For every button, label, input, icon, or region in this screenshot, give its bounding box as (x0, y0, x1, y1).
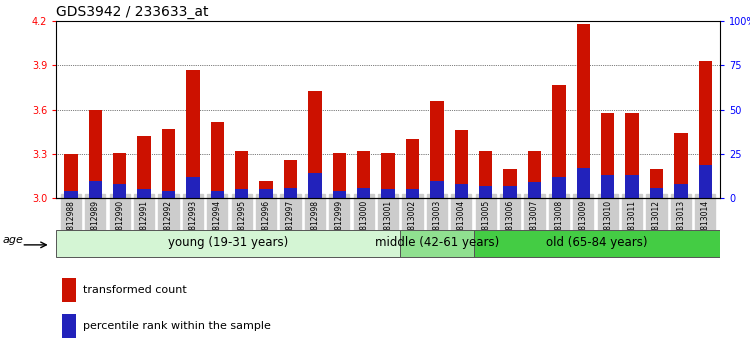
Bar (308, 173, 322, 198)
Bar (601, 113, 614, 198)
Bar (260, 181, 273, 198)
Bar (235, 189, 248, 198)
Bar (162, 191, 176, 198)
Bar (284, 188, 297, 198)
Bar (211, 121, 224, 198)
Bar (88, 181, 102, 198)
Bar (308, 91, 322, 198)
Bar (211, 191, 224, 198)
Bar (503, 169, 517, 198)
Bar (528, 182, 542, 198)
Text: age: age (3, 235, 24, 245)
Bar (577, 168, 590, 198)
Bar (284, 160, 297, 198)
Bar (503, 186, 517, 198)
Bar (699, 165, 712, 198)
Bar (479, 151, 493, 198)
Bar (186, 177, 200, 198)
Bar (64, 191, 77, 198)
Bar (650, 188, 663, 198)
Bar (382, 189, 394, 198)
Bar (88, 110, 102, 198)
Bar (382, 153, 394, 198)
Bar (260, 189, 273, 198)
Text: percentile rank within the sample: percentile rank within the sample (82, 321, 271, 331)
Bar (137, 136, 151, 198)
Bar (674, 133, 688, 198)
Bar (64, 154, 77, 198)
Text: young (19-31 years): young (19-31 years) (168, 236, 289, 249)
Bar (601, 175, 614, 198)
Bar (235, 151, 248, 198)
Bar (332, 153, 346, 198)
Bar (357, 151, 370, 198)
Bar (406, 189, 419, 198)
Bar (454, 184, 468, 198)
Bar (430, 181, 444, 198)
Bar (406, 139, 419, 198)
Bar (454, 130, 468, 198)
Bar (56, 230, 400, 257)
Text: GDS3942 / 233633_at: GDS3942 / 233633_at (56, 5, 208, 19)
Bar (699, 61, 712, 198)
Bar (552, 85, 566, 198)
Text: middle (42-61 years): middle (42-61 years) (375, 236, 500, 249)
Bar (528, 151, 542, 198)
Bar (113, 184, 127, 198)
Bar (479, 186, 493, 198)
Bar (357, 188, 370, 198)
Bar (674, 184, 688, 198)
Bar (626, 113, 639, 198)
Bar (62, 278, 76, 302)
Bar (400, 230, 474, 257)
Bar (186, 70, 200, 198)
Bar (162, 129, 176, 198)
Bar (430, 101, 444, 198)
Bar (552, 177, 566, 198)
Bar (626, 175, 639, 198)
Bar (137, 189, 151, 198)
Bar (577, 24, 590, 198)
Bar (650, 169, 663, 198)
Text: transformed count: transformed count (82, 285, 187, 295)
Text: old (65-84 years): old (65-84 years) (546, 236, 648, 249)
Bar (332, 191, 346, 198)
Bar (62, 314, 76, 338)
Bar (474, 230, 720, 257)
Bar (113, 153, 127, 198)
